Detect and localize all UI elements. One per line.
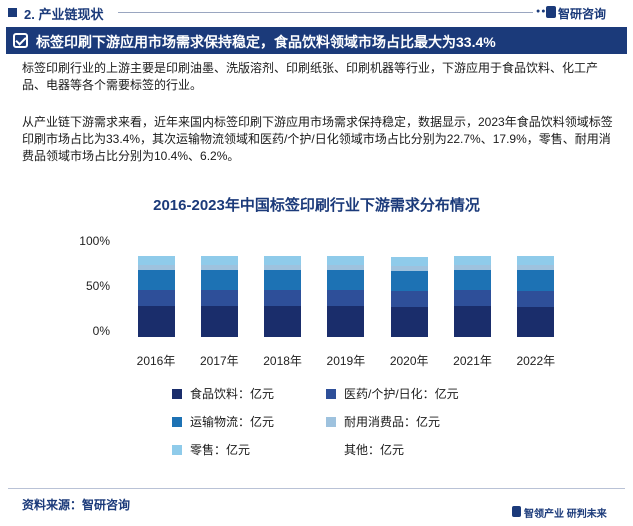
bar-segment (517, 265, 555, 271)
bar-segment (327, 306, 365, 337)
legend-item: 医药/个护/日化：亿元 (326, 385, 459, 402)
legend-item: 其他：亿元 (326, 441, 404, 458)
bar-segment (390, 265, 428, 272)
x-tick-label: 2017年 (199, 354, 239, 368)
bar-segment (390, 271, 428, 292)
section-title: 2. 产业链现状 (24, 7, 104, 22)
bar-segment (264, 290, 302, 307)
bar-segment (327, 247, 365, 256)
bar-segment (137, 290, 175, 307)
bar-segment (200, 270, 238, 291)
legend-swatch (172, 445, 182, 455)
bar-segment (454, 247, 491, 256)
bar-segment (454, 306, 491, 337)
bar-segment (200, 306, 238, 337)
section-marker-icon (8, 8, 17, 17)
bar-segment (200, 265, 238, 271)
legend-label: 运输物流：亿元 (190, 415, 275, 429)
bar-segment (517, 270, 555, 292)
bar-segment (327, 270, 365, 291)
bar-segment (137, 270, 175, 291)
headline-text: 标签印刷下游应用市场需求保持稳定，食品饮料领域市场占比最大为33.4% (36, 34, 496, 50)
bar-segment (390, 256, 428, 266)
bar-segment (517, 291, 555, 308)
legend-swatch (326, 389, 336, 399)
brand-logo-icon (546, 6, 556, 18)
bar-segment (200, 247, 238, 256)
x-tick-label: 2021年 (453, 354, 492, 368)
intro-paragraph: 标签印刷行业的上游主要是印刷油墨、洗版溶剂、印刷纸张、印刷机器等行业，下游应用于… (22, 61, 599, 92)
legend-label: 食品饮料：亿元 (190, 387, 275, 401)
bar-segment (517, 247, 555, 256)
top-bar: 2. 产业链现状 ●●● 智研咨询 (0, 0, 633, 24)
x-tick-label: 2016年 (136, 354, 176, 368)
y-tick-label: 0% (92, 324, 110, 338)
footer-logo-icon (512, 506, 521, 517)
bar-segment (454, 265, 491, 271)
chart-title: 2016-2023年中国标签印刷行业下游需求分布情况 (153, 197, 480, 214)
bar-segment (517, 256, 555, 265)
legend-label: 耐用消费品：亿元 (344, 415, 441, 429)
bar-segment (390, 247, 428, 257)
bar-segment (137, 256, 175, 265)
headline-banner: 标签印刷下游应用市场需求保持稳定，食品饮料领域市场占比最大为33.4% (6, 27, 627, 54)
bar-segment (264, 265, 302, 271)
bar-segment (454, 270, 491, 291)
bar-segment (264, 306, 302, 337)
legend-swatch (326, 417, 336, 427)
legend-item: 运输物流：亿元 (172, 413, 274, 430)
bar-segment (390, 291, 428, 308)
bar-segment (327, 290, 365, 307)
header-divider (118, 12, 533, 13)
bar-segment (137, 265, 175, 271)
bar-segment (327, 256, 365, 265)
bar-segment (200, 290, 238, 307)
legend-label: 医药/个护/日化：亿元 (344, 387, 459, 401)
footer-divider (8, 488, 625, 489)
x-tick-label: 2020年 (389, 354, 429, 368)
bar-segment (137, 247, 175, 256)
bar-segment (137, 306, 175, 337)
x-tick-label: 2022年 (516, 354, 556, 368)
legend-item: 食品饮料：亿元 (172, 385, 274, 402)
bar-segment (264, 247, 302, 256)
legend-swatch (172, 389, 182, 399)
bar-segment (327, 265, 365, 271)
analysis-paragraph: 从产业链下游需求来看，近年来国内标签印刷下游应用市场需求保持稳定，数据显示，20… (22, 115, 613, 163)
bar-segment (454, 290, 491, 307)
bar-segment (264, 256, 302, 265)
legend-label: 其他：亿元 (344, 443, 405, 457)
y-tick-label: 100% (79, 234, 110, 248)
x-tick-label: 2018年 (263, 354, 302, 368)
footer-slogan: 智领产业 研判未来 (524, 509, 607, 520)
legend-swatch (172, 417, 182, 427)
bar-segment (390, 307, 428, 337)
legend-label: 零售：亿元 (190, 443, 251, 457)
header-dots: ●●● (536, 8, 552, 15)
legend-item: 耐用消费品：亿元 (326, 413, 440, 430)
y-tick-label: 50% (85, 279, 110, 293)
brand-name: 智研咨询 (558, 7, 607, 21)
source-note: 资料来源：智研咨询 (22, 498, 131, 512)
bar-segment (517, 307, 555, 337)
bar-segment (454, 256, 491, 265)
checkbox-icon (13, 33, 28, 48)
legend-swatch (326, 445, 336, 455)
bar-segment (264, 270, 302, 291)
bar-segment (200, 256, 238, 265)
legend-item: 零售：亿元 (172, 441, 250, 458)
x-tick-label: 2019年 (326, 354, 366, 368)
